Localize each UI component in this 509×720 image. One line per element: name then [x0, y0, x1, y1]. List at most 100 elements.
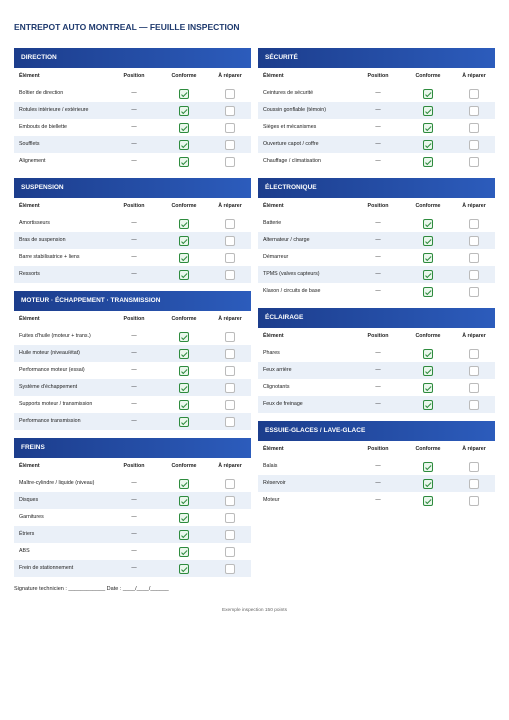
checkbox-reparer — [225, 496, 235, 506]
item-row: Barre stabilisatrice + liens — — [14, 249, 251, 266]
item-row: Bras de suspension — — [14, 232, 251, 249]
column-header: À réparer — [462, 446, 486, 452]
checkbox-conforme — [423, 157, 433, 167]
column-header: Conforme — [415, 446, 441, 452]
item-row: Phares — — [258, 345, 495, 362]
item-row: Ressorts — — [14, 266, 251, 283]
checkbox-reparer — [225, 332, 235, 342]
section-header: ESSUIE-GLACES / LAVE-GLACE — [258, 421, 495, 441]
column-header: Conforme — [415, 203, 441, 209]
item-position: — — [375, 401, 381, 407]
column-header-row: Élément Position Conforme À réparer — [258, 68, 495, 85]
item-row: Feux arrière — — [258, 362, 495, 379]
item-position: — — [131, 565, 137, 571]
checkbox-reparer — [469, 496, 479, 506]
checkbox-conforme — [423, 400, 433, 410]
item-row: Système d'échappement — — [14, 379, 251, 396]
column-header-row: Élément Position Conforme À réparer — [14, 68, 251, 85]
checkbox-conforme — [423, 270, 433, 280]
checkbox-conforme — [423, 123, 433, 133]
item-position: — — [131, 271, 137, 277]
item-position: — — [375, 271, 381, 277]
checkbox-reparer — [469, 349, 479, 359]
item-position: — — [131, 90, 137, 96]
item-position: — — [131, 107, 137, 113]
item-position: — — [131, 158, 137, 164]
column-header: À réparer — [218, 73, 242, 79]
item-position: — — [131, 124, 137, 130]
item-position: — — [375, 124, 381, 130]
item-position: — — [131, 514, 137, 520]
item-label: Barre stabilisatrice + liens — [19, 254, 80, 260]
item-row: Maître-cylindre / liquide (niveau) — — [14, 475, 251, 492]
item-label: Phares — [263, 350, 280, 356]
checkbox-reparer — [225, 400, 235, 410]
item-row: Clignotants — — [258, 379, 495, 396]
item-position: — — [131, 384, 137, 390]
checkbox-reparer — [469, 106, 479, 116]
item-row: Coussin gonflable (témoin) — — [258, 102, 495, 119]
item-label: Soufflets — [19, 141, 40, 147]
item-position: — — [375, 158, 381, 164]
item-label: Moteur — [263, 497, 280, 503]
column-header: Conforme — [171, 316, 197, 322]
checkbox-reparer — [469, 287, 479, 297]
column-header: Position — [123, 203, 145, 209]
column-header: Position — [123, 316, 145, 322]
item-label: Sièges et mécanismes — [263, 124, 317, 130]
checkbox-conforme — [179, 400, 189, 410]
item-label: Rotules intérieure / extérieure — [19, 107, 89, 113]
item-position: — — [375, 288, 381, 294]
item-position: — — [131, 367, 137, 373]
checkbox-reparer — [225, 479, 235, 489]
checkbox-conforme — [179, 349, 189, 359]
item-position: — — [375, 220, 381, 226]
item-row: Amortisseurs — — [14, 215, 251, 232]
item-position: — — [375, 367, 381, 373]
item-label: TPMS (valves capteurs) — [263, 271, 320, 277]
footer: Exemple inspection 150 points — [221, 608, 288, 613]
item-label: Alignement — [19, 158, 46, 164]
item-position: — — [131, 480, 137, 486]
checkbox-conforme — [423, 140, 433, 150]
item-label: Coussin gonflable (témoin) — [263, 107, 327, 113]
item-label: Ceintures de sécurité — [263, 90, 314, 96]
checkbox-conforme — [423, 496, 433, 506]
item-label: Huile moteur (niveau/état) — [19, 350, 80, 356]
checkbox-reparer — [469, 400, 479, 410]
column-header: Conforme — [171, 73, 197, 79]
item-position: — — [375, 350, 381, 356]
checkbox-conforme — [179, 513, 189, 523]
checkbox-conforme — [179, 123, 189, 133]
item-row: Alternateur / charge — — [258, 232, 495, 249]
item-row: Rotules intérieure / extérieure — — [14, 102, 251, 119]
checkbox-reparer — [469, 123, 479, 133]
item-row: Ceintures de sécurité — — [258, 85, 495, 102]
checkbox-reparer — [469, 157, 479, 167]
checkbox-conforme — [179, 219, 189, 229]
column-header: Position — [367, 73, 389, 79]
item-label: Clignotants — [263, 384, 290, 390]
item-position: — — [375, 90, 381, 96]
section-header: SUSPENSION — [14, 178, 251, 198]
checkbox-conforme — [423, 479, 433, 489]
item-row: Frein de stationnement — — [14, 560, 251, 577]
item-position: — — [375, 107, 381, 113]
checkbox-reparer — [225, 513, 235, 523]
item-label: Performance transmission — [19, 418, 81, 424]
checkbox-conforme — [179, 496, 189, 506]
column-header: Position — [367, 203, 389, 209]
item-row: ABS — — [14, 543, 251, 560]
checkbox-conforme — [423, 349, 433, 359]
checkbox-reparer — [225, 530, 235, 540]
checkbox-conforme — [179, 253, 189, 263]
item-position: — — [375, 480, 381, 486]
checkbox-reparer — [225, 106, 235, 116]
item-label: Balais — [263, 463, 278, 469]
item-row: Alignement — — [14, 153, 251, 170]
checkbox-conforme — [423, 253, 433, 263]
item-label: Fuites d'huile (moteur + trans.) — [19, 333, 91, 339]
column-header: Élément — [19, 203, 40, 209]
checkbox-reparer — [225, 547, 235, 557]
